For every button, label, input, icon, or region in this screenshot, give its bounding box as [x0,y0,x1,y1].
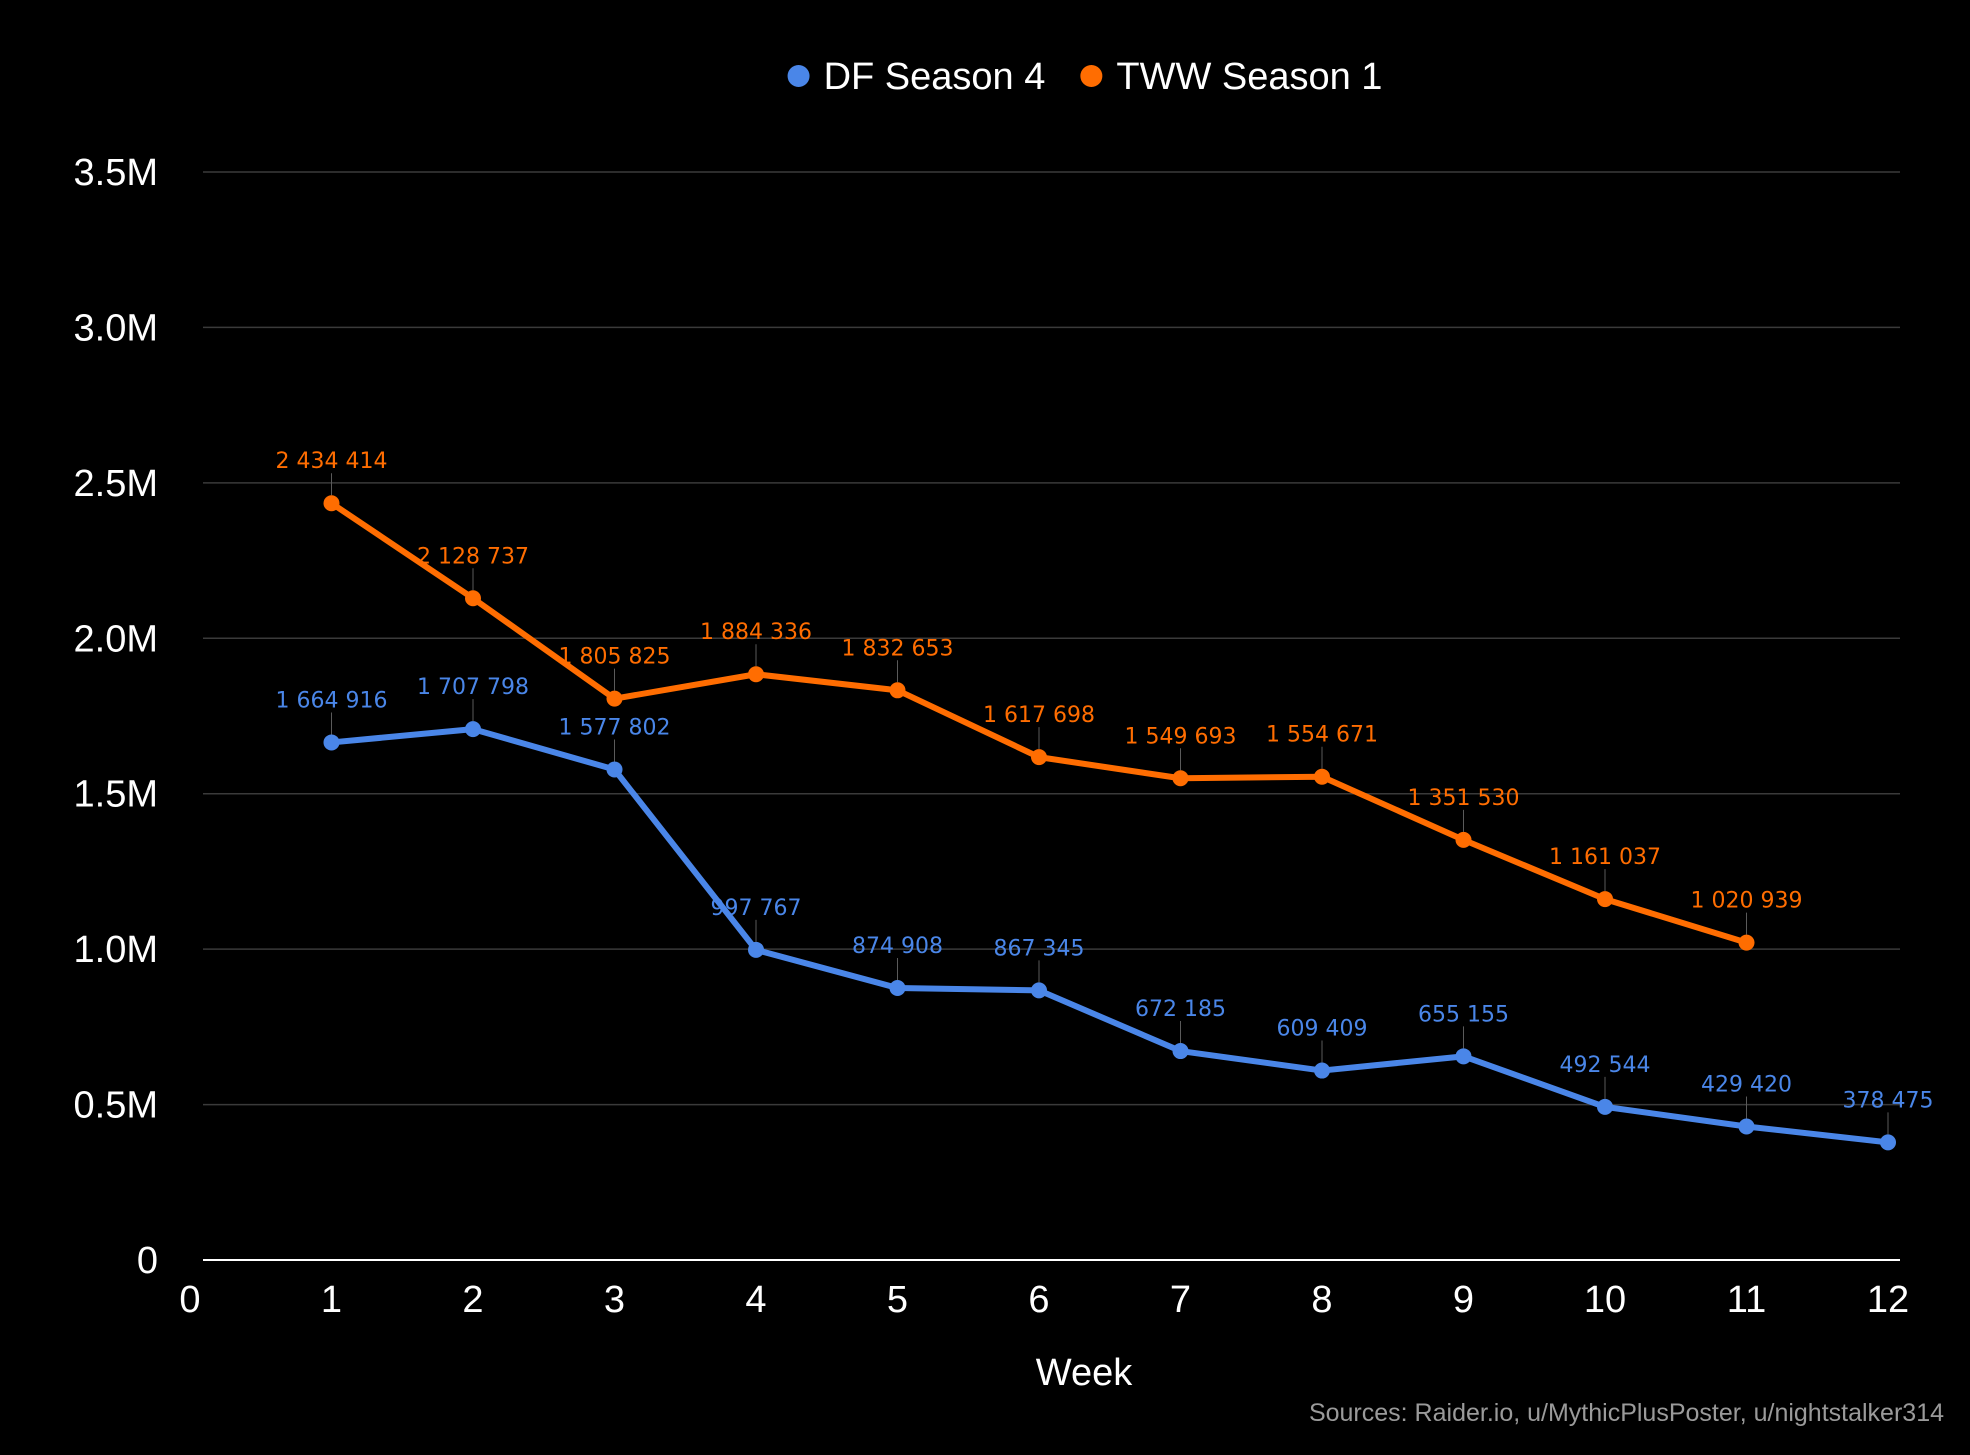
data-label: 1 805 825 [559,645,671,670]
x-tick-label: 3 [604,1279,625,1321]
x-tick-label: 1 [321,1279,342,1321]
data-label: 1 351 530 [1408,786,1520,811]
y-tick-label: 0.5M [74,1085,158,1127]
data-point [1597,1098,1613,1115]
data-point [465,590,481,607]
data-label: 1 832 653 [842,636,954,661]
x-tick-label: 4 [745,1279,766,1321]
data-label: 874 908 [852,934,943,959]
data-point [1738,934,1755,951]
legend-item-df-season-4: DF Season 4 [787,56,1046,98]
data-label: 1 577 802 [559,716,671,741]
legend-label: TWW Season 1 [1116,56,1382,98]
x-tick-label: 6 [1028,1279,1049,1321]
legend-swatch [787,65,810,87]
data-label: 1 884 336 [700,620,812,645]
data-label: 492 544 [1560,1053,1651,1078]
data-point [1455,1048,1472,1065]
data-point [465,721,481,738]
data-label: 1 549 693 [1125,724,1237,749]
data-label: 1 707 798 [417,675,529,700]
y-tick-label: 2.0M [74,618,158,660]
x-tick-label: 9 [1453,1279,1474,1321]
y-tick-label: 1.0M [74,929,158,971]
legend: DF Season 4 TWW Season 1 [787,56,1382,98]
x-tick-label: 12 [1867,1279,1909,1321]
data-point [1172,1043,1189,1060]
data-label: 672 185 [1135,997,1226,1022]
data-point [1738,1118,1755,1135]
data-point [606,690,623,707]
y-tick-label: 2.5M [74,463,158,505]
x-tick-label: 7 [1170,1279,1191,1321]
data-point [889,682,906,699]
data-point [323,495,340,512]
legend-swatch [1080,65,1103,87]
series-layer: 1 664 916 1 707 798 1 577 802 997 767 874 90… [276,449,1934,1151]
y-axis-ticks: 0 0.5M 1.0M 1.5M 2.0M 2.5M 3.0M 3.5M [74,152,158,1282]
data-point [748,666,764,683]
data-point [606,761,623,778]
data-point [1314,768,1330,785]
x-tick-label: 8 [1311,1279,1332,1321]
series-tww-season-1: 2 434 414 2 128 737 1 805 825 1 884 336 1 83… [276,449,1803,951]
data-label: 1 161 037 [1549,845,1661,870]
data-label: 867 345 [994,936,1085,961]
data-label: 1 020 939 [1691,889,1803,914]
y-tick-label: 3.5M [74,152,158,194]
x-tick-label: 11 [1727,1279,1766,1321]
data-label: 378 475 [1843,1088,1934,1113]
grid-lines [203,171,1900,1261]
y-tick-label: 1.5M [74,774,158,816]
data-point [748,941,764,958]
x-axis-title: Week [1036,1352,1133,1394]
x-axis-ticks: 0 1 2 3 4 5 6 7 8 9 10 11 12 [179,1279,1909,1321]
data-point [1880,1134,1896,1151]
source-note: Sources: Raider.io, u/MythicPlusPoster, … [1309,1399,1944,1427]
data-label: 1 664 916 [276,688,388,713]
legend-item-tww-season-1: TWW Season 1 [1080,56,1382,98]
legend-label: DF Season 4 [824,56,1046,98]
data-label: 1 554 671 [1266,723,1378,748]
data-label: 655 155 [1418,1002,1509,1027]
data-label: 609 409 [1277,1017,1368,1042]
data-point [323,734,340,751]
data-label: 2 434 414 [276,449,388,474]
data-label: 429 420 [1701,1073,1792,1098]
data-point [1455,831,1472,848]
data-label: 1 617 698 [983,703,1095,728]
data-point [889,980,906,997]
x-tick-label: 0 [179,1279,200,1321]
x-tick-label: 2 [462,1279,483,1321]
data-point [1172,770,1189,787]
x-tick-label: 10 [1584,1279,1626,1321]
y-tick-label: 3.0M [74,307,158,349]
y-tick-label: 0 [137,1240,158,1282]
data-label: 997 767 [711,896,802,921]
data-point [1031,749,1047,766]
data-point [1597,891,1613,908]
data-point [1031,982,1047,999]
data-point [1314,1062,1330,1079]
data-label: 2 128 737 [417,544,529,569]
x-tick-label: 5 [887,1279,908,1321]
series-line [328,726,1891,1146]
series-df-season-4: 1 664 916 1 707 798 1 577 802 997 767 874 90… [276,675,1934,1151]
